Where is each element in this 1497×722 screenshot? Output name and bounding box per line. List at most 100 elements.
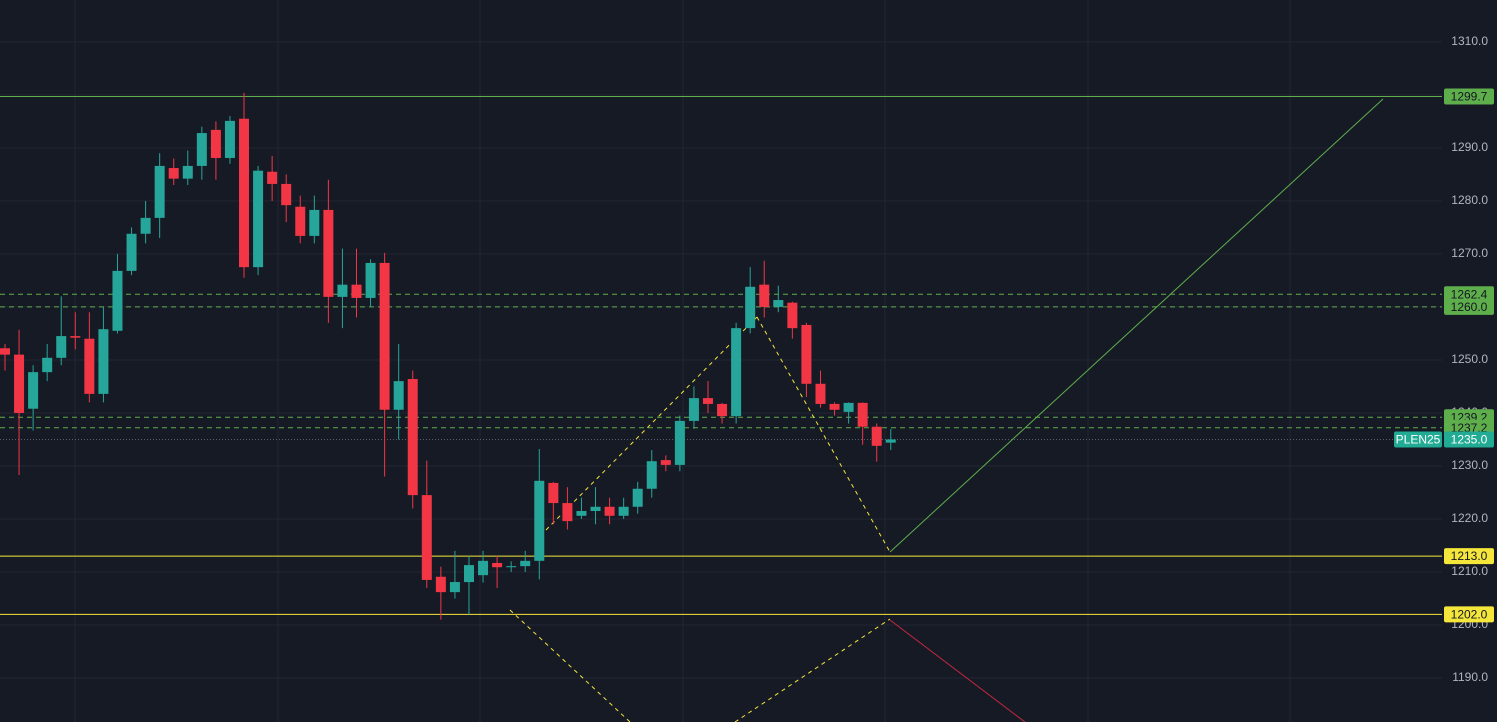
candle-body xyxy=(745,286,756,329)
price-badge-label: 1213.0 xyxy=(1451,549,1488,563)
price-badge-label: 1202.0 xyxy=(1451,608,1488,622)
price-badge xyxy=(1444,286,1494,303)
candle-body xyxy=(801,324,812,384)
price-badge xyxy=(1444,88,1494,105)
candle-body xyxy=(351,284,362,298)
candle-body xyxy=(759,284,770,307)
candle-body xyxy=(548,482,559,504)
candle-body xyxy=(295,206,306,236)
trend-line xyxy=(889,98,1384,553)
y-tick-label: 1210.0 xyxy=(1451,564,1488,578)
candle-body xyxy=(590,506,601,512)
candle-body xyxy=(210,129,221,158)
candle-body xyxy=(140,217,151,234)
candle-body xyxy=(871,426,882,446)
symbol-label: PLEN25 xyxy=(1396,433,1441,447)
candle-body xyxy=(717,403,728,417)
candle-body xyxy=(28,372,39,409)
candle-body xyxy=(421,495,432,580)
projection-line xyxy=(756,316,891,553)
candle-body xyxy=(253,170,264,268)
candle-body xyxy=(688,398,699,421)
candle-body xyxy=(239,118,250,268)
candle-body xyxy=(815,383,826,404)
price-badge xyxy=(1444,606,1494,623)
candle-body xyxy=(829,403,840,410)
y-tick-label: 1270.0 xyxy=(1451,246,1488,260)
candle-body xyxy=(56,336,67,358)
candle-body xyxy=(42,357,53,373)
candle-body xyxy=(14,354,25,413)
candle-body xyxy=(70,336,81,338)
candle-body xyxy=(407,379,418,496)
candle-body xyxy=(857,402,868,427)
y-tick-label: 1230.0 xyxy=(1451,458,1488,472)
trend-line xyxy=(889,619,1026,722)
candle-body xyxy=(632,488,643,507)
price-badges: 1299.71262.41260.01239.21237.21235.0PLEN… xyxy=(1394,88,1494,623)
price-badge xyxy=(1444,548,1494,565)
price-badge-label: 1262.4 xyxy=(1451,287,1488,301)
candle-body xyxy=(731,328,742,417)
candle-body xyxy=(224,120,235,158)
y-tick-label: 1290.0 xyxy=(1451,140,1488,154)
candle-body xyxy=(520,560,531,567)
candle-body xyxy=(393,381,404,410)
candle-body xyxy=(773,300,784,307)
symbol-badge xyxy=(1394,431,1442,448)
candle-body xyxy=(534,480,545,561)
candle-body xyxy=(0,348,10,355)
projection-line xyxy=(734,618,891,722)
drawings xyxy=(509,98,1384,722)
candle-body xyxy=(267,171,278,184)
y-tick-label: 1310.0 xyxy=(1451,34,1488,48)
candle-body xyxy=(449,582,460,593)
candle-body xyxy=(435,576,446,593)
candle-body xyxy=(309,209,320,236)
projection-line xyxy=(545,316,758,531)
candle-body xyxy=(168,168,179,179)
candle-body xyxy=(281,183,292,206)
candle-body xyxy=(182,165,193,179)
price-badge-label: 1235.0 xyxy=(1451,433,1488,447)
candle-body xyxy=(660,460,671,465)
price-badge xyxy=(1444,431,1494,448)
vertical-grid xyxy=(74,0,1291,722)
candle-body xyxy=(323,209,334,297)
candle-body xyxy=(618,506,629,516)
candle-body xyxy=(126,233,137,271)
y-tick-label: 1220.0 xyxy=(1451,511,1488,525)
candles xyxy=(0,92,896,620)
candle-body xyxy=(98,329,109,394)
y-tick-label: 1280.0 xyxy=(1451,193,1488,207)
price-badge-label: 1260.0 xyxy=(1451,300,1488,314)
candle-body xyxy=(154,165,165,218)
y-tick-label: 1190.0 xyxy=(1452,670,1488,684)
candle-body xyxy=(365,262,376,298)
projection-line xyxy=(509,609,631,722)
candle-body xyxy=(506,566,517,568)
candle-body xyxy=(112,270,123,331)
candle-body xyxy=(576,511,587,516)
y-tick-label: 1250.0 xyxy=(1451,352,1488,366)
candle-body xyxy=(463,565,474,583)
candle-body xyxy=(379,262,390,410)
candle-body xyxy=(337,284,348,297)
candle-body xyxy=(646,461,657,489)
candle-body xyxy=(492,562,503,568)
candle-body xyxy=(604,506,615,516)
candle-body xyxy=(885,439,896,443)
price-badge-label: 1299.7 xyxy=(1451,90,1488,104)
price-badge xyxy=(1444,298,1494,315)
candle-body xyxy=(703,398,713,404)
candle-body xyxy=(478,560,489,576)
candle-body xyxy=(787,302,798,329)
candle-body xyxy=(674,420,685,465)
levels xyxy=(0,95,1442,615)
candle-body xyxy=(843,402,854,412)
candle-body xyxy=(562,503,573,522)
candle-body xyxy=(84,338,95,394)
